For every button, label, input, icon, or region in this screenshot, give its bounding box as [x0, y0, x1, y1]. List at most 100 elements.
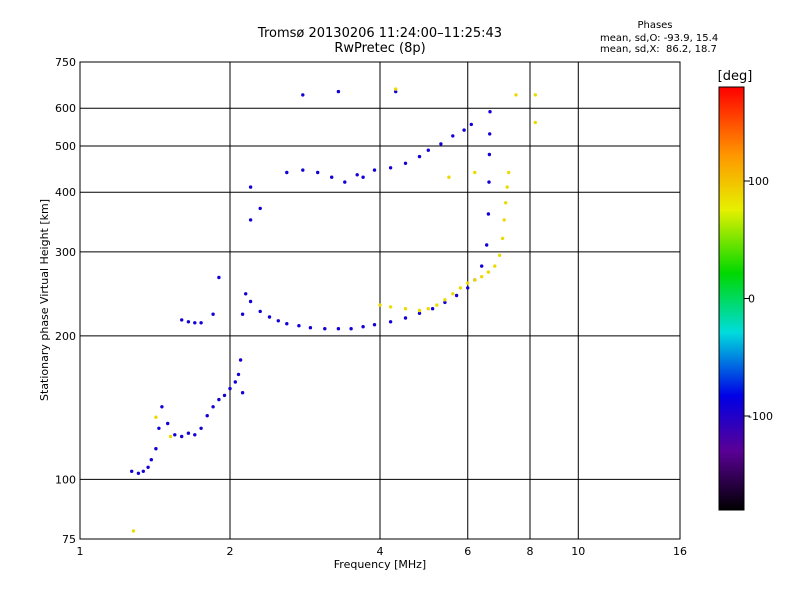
x-tick-label: 2	[227, 545, 234, 558]
echo-point	[222, 393, 227, 398]
echo-point	[236, 372, 241, 377]
subtitle: RwPretec (8p)	[334, 41, 426, 56]
echo-point	[136, 471, 141, 475]
echo-point	[480, 275, 484, 279]
phases-heading: Phases	[637, 20, 673, 31]
echo-point	[180, 434, 184, 439]
echo-point	[199, 426, 203, 430]
echo-point	[330, 175, 334, 179]
echo-point	[417, 308, 422, 313]
echo-point	[228, 386, 232, 391]
echo-point	[276, 319, 280, 323]
echo-point	[323, 327, 327, 331]
echo-point	[372, 323, 377, 327]
echo-point	[130, 469, 134, 473]
echo-point	[146, 465, 150, 469]
echo-point	[447, 175, 451, 179]
echo-point	[301, 168, 305, 172]
x-tick-label: 6	[464, 545, 471, 558]
echo-point	[308, 326, 313, 330]
echo-point	[180, 318, 184, 322]
echo-point	[403, 307, 408, 311]
echo-point	[160, 405, 164, 409]
echo-point	[248, 185, 253, 189]
echo-point	[343, 180, 347, 184]
echo-point	[355, 173, 359, 177]
colorbar-label: [deg]	[718, 69, 753, 84]
echo-point	[244, 292, 248, 296]
echo-point	[451, 134, 455, 138]
echo-point	[168, 434, 173, 439]
echo-point	[316, 170, 320, 175]
echo-point	[336, 89, 341, 94]
echo-point	[186, 320, 191, 324]
echo-point	[233, 380, 237, 384]
echo-point	[426, 307, 430, 311]
echo-point	[297, 324, 301, 328]
echo-point	[240, 391, 245, 395]
echo-point	[193, 321, 197, 325]
echo-point	[443, 298, 447, 302]
x-tick-label: 8	[527, 545, 534, 558]
echo-point	[388, 166, 393, 170]
echo-point	[435, 303, 439, 307]
y-tick-label: 400	[55, 186, 76, 199]
echo-point	[500, 236, 505, 241]
echo-point	[426, 148, 430, 152]
y-tick-label: 750	[55, 56, 76, 69]
echo-point	[504, 201, 508, 205]
echo-point	[154, 447, 158, 451]
y-tick-label: 200	[55, 330, 76, 343]
echo-point	[533, 120, 537, 125]
echo-point	[469, 122, 473, 127]
echo-point	[417, 311, 422, 315]
echo-point	[462, 128, 466, 132]
echo-point	[361, 325, 365, 329]
echo-point	[403, 316, 408, 320]
echo-point	[349, 327, 353, 331]
echo-point	[173, 433, 177, 437]
echo-point	[466, 286, 470, 290]
x-tick-label: 1	[77, 545, 84, 558]
echo-point	[514, 93, 518, 97]
plot-frame	[79, 61, 681, 540]
echo-point	[488, 132, 492, 136]
echo-point	[451, 292, 455, 296]
echo-point	[166, 421, 170, 426]
echo-point	[388, 320, 393, 324]
echo-point	[258, 206, 262, 211]
x-tick-label: 4	[377, 545, 384, 558]
echo-point	[157, 426, 161, 430]
echo-point	[533, 93, 537, 97]
colorbar-tick-label: 0	[748, 293, 755, 306]
echo-point	[240, 312, 245, 316]
echo-point	[248, 218, 253, 222]
y-axis-label: Stationary phase Virtual Height [km]	[38, 199, 51, 401]
echo-point	[199, 321, 203, 325]
echo-point	[493, 264, 497, 268]
x-tick-label: 16	[673, 545, 687, 558]
echo-point	[454, 293, 459, 298]
echo-point	[372, 168, 377, 172]
title: Tromsø 20130206 11:24:00–11:25:43	[257, 26, 503, 41]
y-tick-label: 75	[62, 533, 76, 546]
echo-point	[439, 142, 443, 146]
echo-point	[443, 300, 447, 305]
echo-point	[394, 87, 398, 91]
echo-point	[430, 307, 435, 311]
y-tick-label: 600	[55, 102, 76, 115]
echo-point	[502, 218, 506, 222]
echo-point	[285, 170, 289, 175]
echo-point	[248, 299, 253, 304]
echo-point	[193, 433, 197, 437]
echo-point	[487, 180, 491, 184]
colorbar	[718, 86, 745, 511]
echo-point	[217, 275, 221, 280]
echo-point	[488, 110, 492, 114]
echo-point	[458, 286, 463, 290]
phases-line-x: mean, sd,X: 86.2, 18.7	[600, 44, 717, 55]
y-tick-label: 300	[55, 246, 76, 259]
echo-point	[485, 243, 489, 247]
echo-point	[486, 212, 491, 216]
echo-point	[403, 161, 408, 165]
